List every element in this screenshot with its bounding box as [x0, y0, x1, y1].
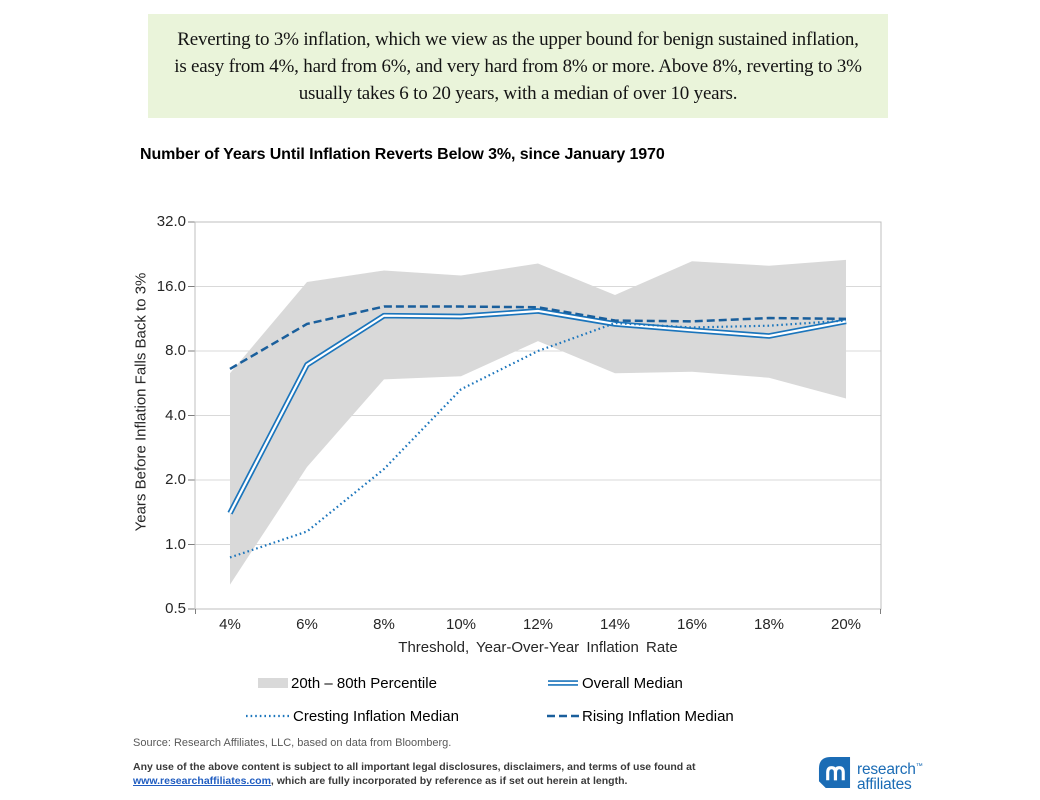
chart-svg: [188, 221, 882, 614]
legend-item-overall-median: Overall Median: [547, 674, 683, 692]
rising-inflation-median-line: [229, 305, 847, 370]
y-axis-title: Years Before Inflation Falls Back to 3%: [132, 272, 150, 532]
plot-area: [188, 221, 882, 614]
logo-text: research™ affiliates: [857, 759, 923, 794]
logo-line2: affiliates: [857, 776, 912, 794]
rising-median-swatch: [547, 710, 579, 722]
x-tick-label: 16%: [676, 616, 708, 633]
y-tick-label: 8.0: [165, 342, 186, 359]
x-axis-title: Threshold, Year-Over-Year Inflation Rate: [398, 639, 678, 656]
x-tick-label: 18%: [753, 616, 785, 633]
source-text: Source: Research Affiliates, LLC, based …: [133, 737, 452, 749]
logo-mark: [818, 756, 851, 789]
percentile-band-swatch: [258, 677, 288, 689]
logo-tm: ™: [915, 763, 923, 770]
chart-title: Number of Years Until Inflation Reverts …: [140, 146, 665, 163]
legend-label-cresting-median: Cresting Inflation Median: [293, 707, 459, 725]
plot-border: [194, 221, 882, 610]
x-tick-label: 12%: [522, 616, 554, 633]
callout-text: Reverting to 3% inflation, which we view…: [174, 28, 862, 104]
y-tick-label: 16.0: [156, 277, 186, 295]
legend-item-cresting-median: Cresting Inflation Median: [246, 707, 459, 725]
y-tick-label: 2.0: [165, 471, 186, 488]
legal-suffix: , which are fully incorporated by refere…: [270, 775, 628, 787]
y-tick-label: 0.5: [165, 600, 186, 617]
y-tick-label: 1.0: [165, 535, 186, 553]
cresting-median-swatch: [246, 710, 290, 722]
legal-link[interactable]: www.researchaffiliates.com: [133, 775, 271, 787]
y-tick-label: 32.0: [156, 213, 186, 230]
x-tick-label: 10%: [445, 616, 477, 633]
y-tick-label: 4.0: [165, 406, 186, 424]
x-tick-label: 4%: [219, 616, 241, 633]
logo: research™ affiliates: [818, 756, 923, 792]
legend-label-rising-median: Rising Inflation Median: [582, 707, 734, 725]
logo-line1: research: [857, 761, 916, 779]
x-tick-label: 14%: [599, 616, 631, 633]
legend-item-rising-median: Rising Inflation Median: [547, 707, 734, 725]
cresting-inflation-median-line: [229, 319, 847, 559]
overall-median-swatch: [547, 677, 579, 689]
overall-median-line-core: [229, 309, 847, 514]
logo-arch-right: [833, 766, 845, 781]
legend-label-percentile-band: 20th – 80th Percentile: [291, 674, 437, 692]
legend-label-overall-median: Overall Median: [582, 674, 683, 692]
legal-text: Any use of the above content is subject …: [133, 760, 713, 788]
20th-80th-percentile-band: [230, 259, 846, 585]
legend-item-percentile-band: 20th – 80th Percentile: [258, 674, 437, 692]
callout-box: Reverting to 3% inflation, which we view…: [148, 14, 888, 118]
x-tick-label: 20%: [830, 616, 862, 633]
x-tick-label: 8%: [373, 616, 395, 633]
x-tick-label: 6%: [296, 616, 318, 633]
band-swatch-rect: [258, 678, 288, 688]
legal-prefix: Any use of the above content is subject …: [133, 761, 696, 773]
